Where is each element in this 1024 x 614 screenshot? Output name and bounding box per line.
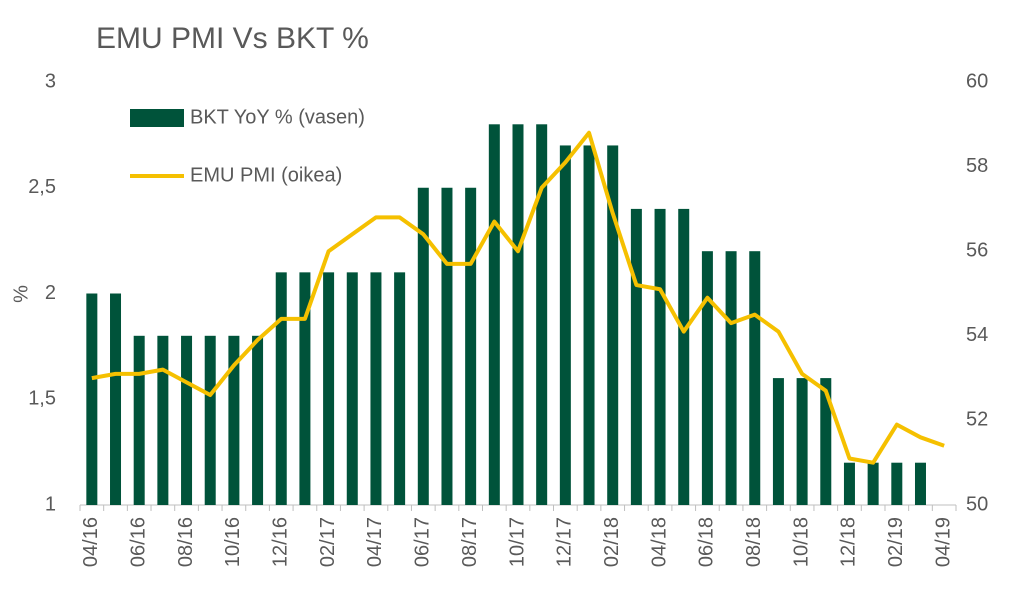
legend-swatch [130,109,184,127]
line [91,130,945,465]
bar [583,145,595,505]
bar [86,293,98,505]
bar [110,293,122,505]
x-tick-label: 04/17 [364,517,386,567]
x-tick-label: 10/16 [222,517,244,567]
y2-tick-label: 60 [966,70,988,92]
bar [630,208,642,505]
bar [181,335,193,505]
x-tick-label: 08/17 [459,517,481,567]
legend-label: EMU PMI (oikea) [190,164,342,186]
x-tick-label: 04/19 [932,517,954,567]
y2-tick-label: 52 [966,409,988,431]
x-tick-label: 04/18 [648,517,670,567]
y-axis-label: % [10,285,32,303]
chart-title: EMU PMI Vs BKT % [96,22,369,55]
bar [725,251,737,505]
bar [914,462,926,505]
bar [346,272,358,505]
x-tick-label: 12/16 [270,517,292,567]
x-tick-label: 12/18 [838,517,860,567]
bar [678,208,690,505]
bar [133,335,145,505]
x-tick-label: 10/17 [506,517,528,567]
legend-label: BKT YoY % (vasen) [190,106,365,128]
y-tick-label: 1,5 [28,388,56,410]
y2-tick-label: 56 [966,239,988,261]
bar [323,272,335,505]
bar [607,145,619,505]
bar [843,462,855,505]
y2-tick-label: 54 [966,324,988,346]
x-tick-label: 02/19 [885,517,907,567]
bar [370,272,382,505]
bar [891,462,903,505]
bar [820,378,832,505]
x-tick-label: 06/18 [696,517,718,567]
bar [796,378,808,505]
bar [228,335,240,505]
bar [394,272,406,505]
bar [157,335,169,505]
x-tick-label: 02/18 [601,517,623,567]
x-tick-label: 10/18 [790,517,812,567]
bar [654,208,666,505]
bar [536,124,548,506]
bar [488,124,500,506]
bar [701,251,713,505]
x-tick-label: 06/17 [412,517,434,567]
x-tick-label: 04/16 [80,517,102,567]
bar [275,272,287,505]
bar [772,378,784,505]
x-tick-label: 02/17 [317,517,339,567]
x-tick-label: 08/18 [743,517,765,567]
y2-tick-label: 58 [966,155,988,177]
x-tick-label: 06/16 [127,517,149,567]
y-tick-label: 2 [45,282,56,304]
bar [204,335,216,505]
x-tick-label: 08/16 [175,517,197,567]
bar [465,187,477,505]
bar [441,187,453,505]
bar [252,335,264,505]
bar [559,145,571,505]
y-tick-label: 2,5 [28,176,56,198]
bar [417,187,429,505]
y-tick-label: 3 [45,70,56,92]
y-tick-label: 1 [45,493,56,515]
bar [299,272,311,505]
bar [512,124,524,506]
bar [749,251,761,505]
bar [867,462,879,505]
y2-tick-label: 50 [966,493,988,515]
x-tick-label: 12/17 [554,517,576,567]
